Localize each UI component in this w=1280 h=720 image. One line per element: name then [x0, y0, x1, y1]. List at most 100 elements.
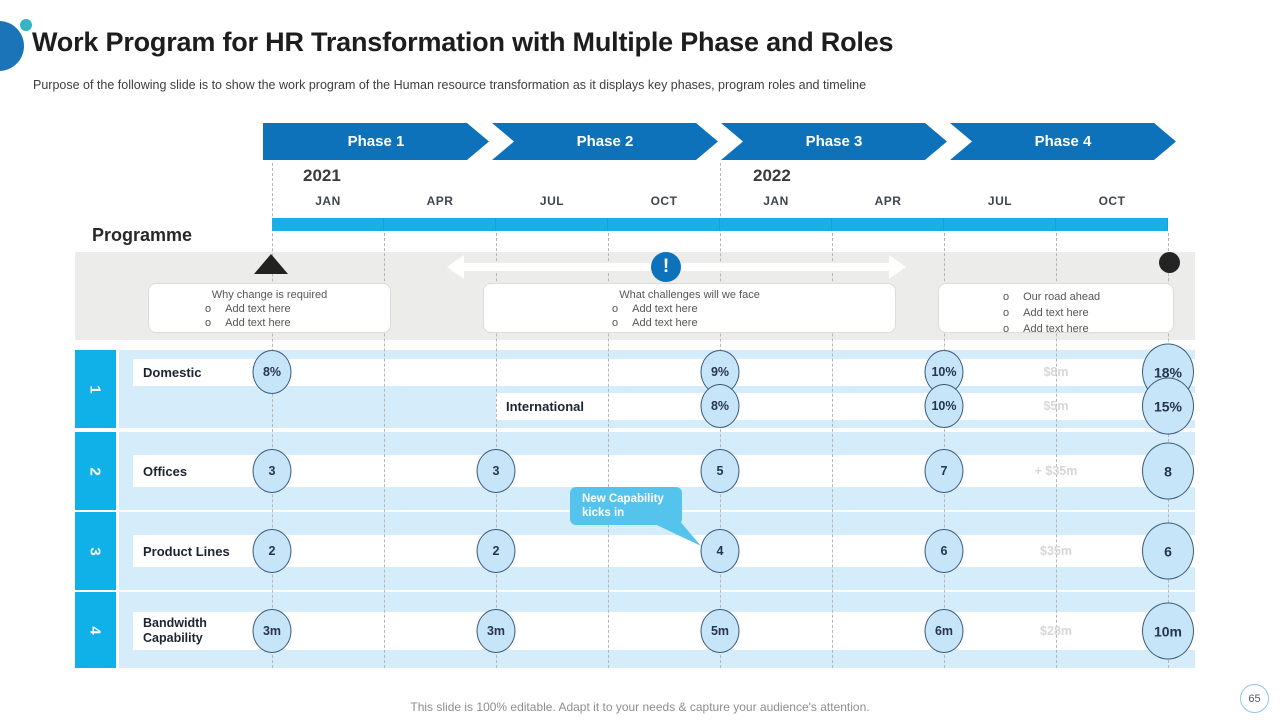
track-international-bar[interactable]: International: [496, 393, 1195, 420]
milestone-badge[interactable]: 5: [700, 449, 740, 493]
annotation-title: Why change is required: [211, 289, 328, 301]
month-label: OCT: [650, 194, 678, 208]
milestone-badge[interactable]: 10m: [1142, 602, 1194, 660]
milestone-badge[interactable]: 3: [476, 449, 516, 493]
phase-1-chevron[interactable]: Phase 1: [263, 123, 489, 160]
month-label: JAN: [763, 194, 789, 208]
bullet-text: Add text here: [632, 317, 698, 329]
month-label: JAN: [315, 194, 341, 208]
phase-4-chevron[interactable]: Phase 4: [950, 123, 1176, 160]
track-bandwidth-label: Bandwidth Capability: [143, 616, 207, 645]
milestone-badge[interactable]: 8%: [252, 350, 292, 394]
callout-line-2: kicks in: [582, 507, 625, 519]
phase-2-chevron[interactable]: Phase 2: [492, 123, 718, 160]
phase-3-chevron[interactable]: Phase 3: [721, 123, 947, 160]
row-3-tab[interactable]: 3: [75, 512, 116, 590]
row-1-number: 1: [87, 384, 104, 394]
bullet-text: Add text here: [632, 303, 698, 315]
corner-dot-decoration: [20, 19, 32, 31]
exclamation-icon: !: [651, 252, 681, 282]
programme-label: Programme: [92, 225, 193, 245]
track-offices-label: Offices: [143, 463, 188, 479]
row-3-number: 3: [87, 546, 104, 556]
month-label: JUL: [539, 194, 565, 208]
bullet-text: Add text here: [1023, 323, 1089, 335]
row-2-number: 2: [87, 466, 104, 476]
phase-1-label: Phase 1: [347, 133, 405, 150]
money-label: $35m: [1040, 544, 1072, 558]
bullet-text: Add text here: [225, 303, 291, 315]
annotation-box-road-ahead[interactable]: o Our road ahead o Add text here o Add text…: [938, 283, 1174, 335]
gridline: [608, 233, 609, 668]
milestone-badge[interactable]: 6: [924, 529, 964, 573]
month-label: OCT: [1098, 194, 1126, 208]
bullet-text: Our road ahead: [1023, 291, 1101, 303]
milestone-badge[interactable]: 5m: [700, 609, 740, 653]
milestone-badge[interactable]: 15%: [1142, 377, 1194, 435]
track-product-lines-bar[interactable]: Product Lines: [133, 535, 1195, 567]
gridline: [272, 163, 273, 668]
page-title: Work Program for HR Transformation with …: [32, 27, 894, 57]
year-2021-label: 2021: [303, 166, 341, 185]
milestone-badge[interactable]: 2: [252, 529, 292, 573]
annotation-box-challenges[interactable]: What challenges will we face o Add text h…: [483, 283, 896, 333]
row-4-tab[interactable]: 4: [75, 592, 116, 668]
bullet-marker: o: [1003, 291, 1010, 303]
track-offices-bar[interactable]: Offices: [133, 455, 1195, 487]
gridline: [384, 233, 385, 668]
bullet-marker: o: [1003, 307, 1010, 319]
milestone-badge[interactable]: 6m: [924, 609, 964, 653]
annotation-box-why-change[interactable]: Why change is required o Add text here o A…: [148, 283, 391, 333]
new-capability-callout[interactable]: New Capability kicks in: [570, 487, 682, 525]
year-2022-label: 2022: [753, 166, 791, 185]
timeline-bar: [272, 218, 1168, 231]
money-label: + $35m: [1034, 464, 1078, 478]
milestone-badge[interactable]: 10%: [924, 384, 964, 428]
milestone-badge[interactable]: 8: [1142, 442, 1194, 500]
double-arrow-left-icon: [447, 255, 464, 279]
milestone-badge[interactable]: 3m: [476, 609, 516, 653]
endpoint-dot-icon: [1159, 252, 1180, 273]
milestone-badge[interactable]: 2: [476, 529, 516, 573]
phase-3-label: Phase 3: [805, 133, 863, 150]
gridline: [1056, 233, 1057, 668]
track-bandwidth-bar[interactable]: Bandwidth Capability: [133, 612, 1195, 650]
bullet-text: Add text here: [225, 317, 291, 329]
money-label: $8m: [1043, 365, 1069, 379]
double-arrow-right-icon: [889, 255, 906, 279]
milestone-badge[interactable]: 8%: [700, 384, 740, 428]
milestone-badge[interactable]: 3: [252, 449, 292, 493]
month-label: APR: [874, 194, 902, 208]
money-label: $5m: [1043, 399, 1069, 413]
footer-note: This slide is 100% editable. Adapt it to…: [410, 700, 870, 714]
track-domestic-bar[interactable]: Domestic: [133, 359, 1195, 386]
bullet-marker: o: [205, 303, 212, 315]
gridline: [832, 233, 833, 668]
month-label: JUL: [987, 194, 1013, 208]
page-number-badge: 65: [1240, 684, 1269, 713]
bullet-text: Add text here: [1023, 307, 1089, 319]
callout-line-1: New Capability: [582, 493, 664, 505]
milestone-badge[interactable]: 7: [924, 449, 964, 493]
row-4-number: 4: [87, 625, 104, 635]
phase-4-label: Phase 4: [1034, 133, 1092, 150]
annotation-title: What challenges will we face: [619, 289, 760, 301]
bullet-marker: o: [612, 303, 619, 315]
bullet-marker: o: [1003, 323, 1010, 335]
milestone-badge[interactable]: 4: [700, 529, 740, 573]
row-1-tab[interactable]: 1: [75, 350, 116, 428]
triangle-up-icon: [254, 254, 288, 274]
money-label: $28m: [1040, 624, 1072, 638]
month-label: APR: [426, 194, 454, 208]
page-subtitle: Purpose of the following slide is to sho…: [33, 78, 867, 92]
track-domestic-label: Domestic: [143, 365, 202, 380]
bullet-marker: o: [612, 317, 619, 329]
phase-2-label: Phase 2: [576, 133, 634, 150]
track-international-label: International: [506, 399, 585, 414]
bullet-marker: o: [205, 317, 212, 329]
track-product-lines-label: Product Lines: [143, 543, 230, 559]
row-2-tab[interactable]: 2: [75, 432, 116, 510]
milestone-badge[interactable]: 6: [1142, 522, 1194, 580]
milestone-badge[interactable]: 3m: [252, 609, 292, 653]
